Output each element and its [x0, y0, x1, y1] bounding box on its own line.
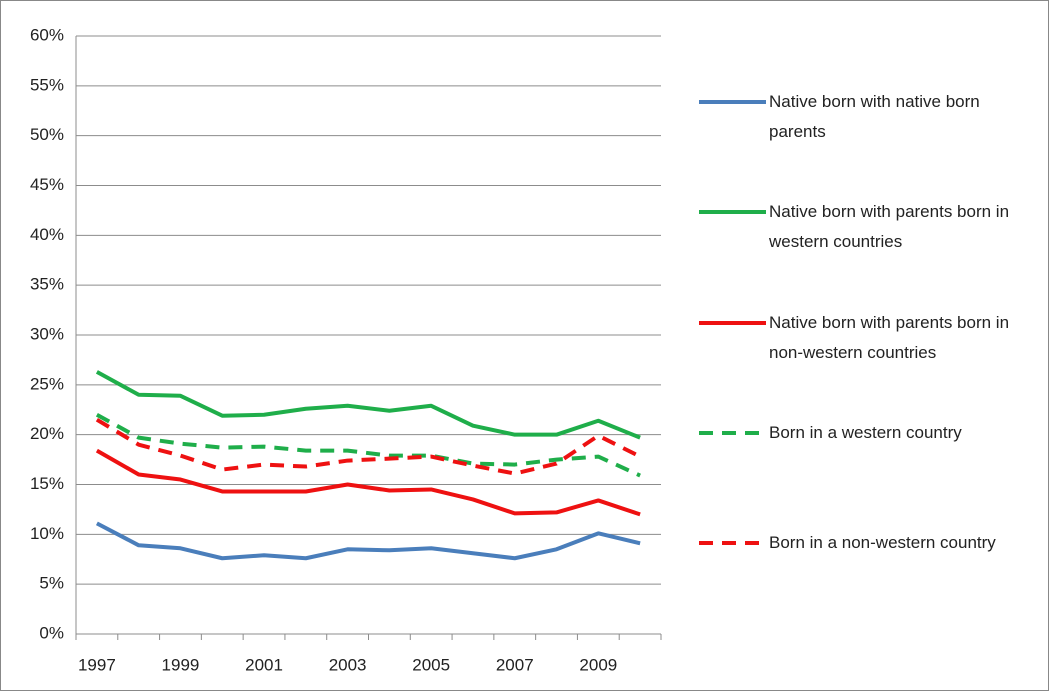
- y-tick-label: 0%: [39, 623, 64, 642]
- series-line: [95, 412, 641, 478]
- y-tick-label: 40%: [30, 225, 64, 244]
- x-tick-label: 1997: [78, 655, 116, 674]
- y-tick-label: 25%: [30, 374, 64, 393]
- legend-label: Native born with native born parents: [769, 92, 980, 141]
- series-line: [95, 448, 641, 517]
- legend-label: Native born with parents born in western…: [769, 202, 1010, 251]
- series-line: [95, 417, 642, 476]
- x-tick-label: 1999: [162, 655, 200, 674]
- x-tick-label: 2001: [245, 655, 283, 674]
- y-tick-label: 35%: [30, 275, 64, 294]
- y-tick-label: 20%: [30, 424, 64, 443]
- y-tick-label: 15%: [30, 474, 64, 493]
- legend-label: Born in a western country: [769, 423, 962, 442]
- y-tick-label: 45%: [30, 175, 64, 194]
- x-tick-label: 2003: [329, 655, 367, 674]
- legend-label: Born in a non-western country: [769, 533, 996, 552]
- y-tick-label: 30%: [30, 324, 64, 343]
- y-tick-label: 10%: [30, 524, 64, 543]
- y-tick-label: 55%: [30, 75, 64, 94]
- series-line: [95, 521, 641, 561]
- x-tick-label: 2005: [412, 655, 450, 674]
- y-tick-label: 60%: [30, 25, 64, 44]
- y-tick-label: 5%: [39, 574, 64, 593]
- y-tick-label: 50%: [30, 125, 64, 144]
- x-tick-label: 2007: [496, 655, 534, 674]
- legend-label: Native born with parents born in non-wes…: [769, 313, 1010, 362]
- series-line: [95, 370, 641, 440]
- x-tick-label: 2009: [579, 655, 617, 674]
